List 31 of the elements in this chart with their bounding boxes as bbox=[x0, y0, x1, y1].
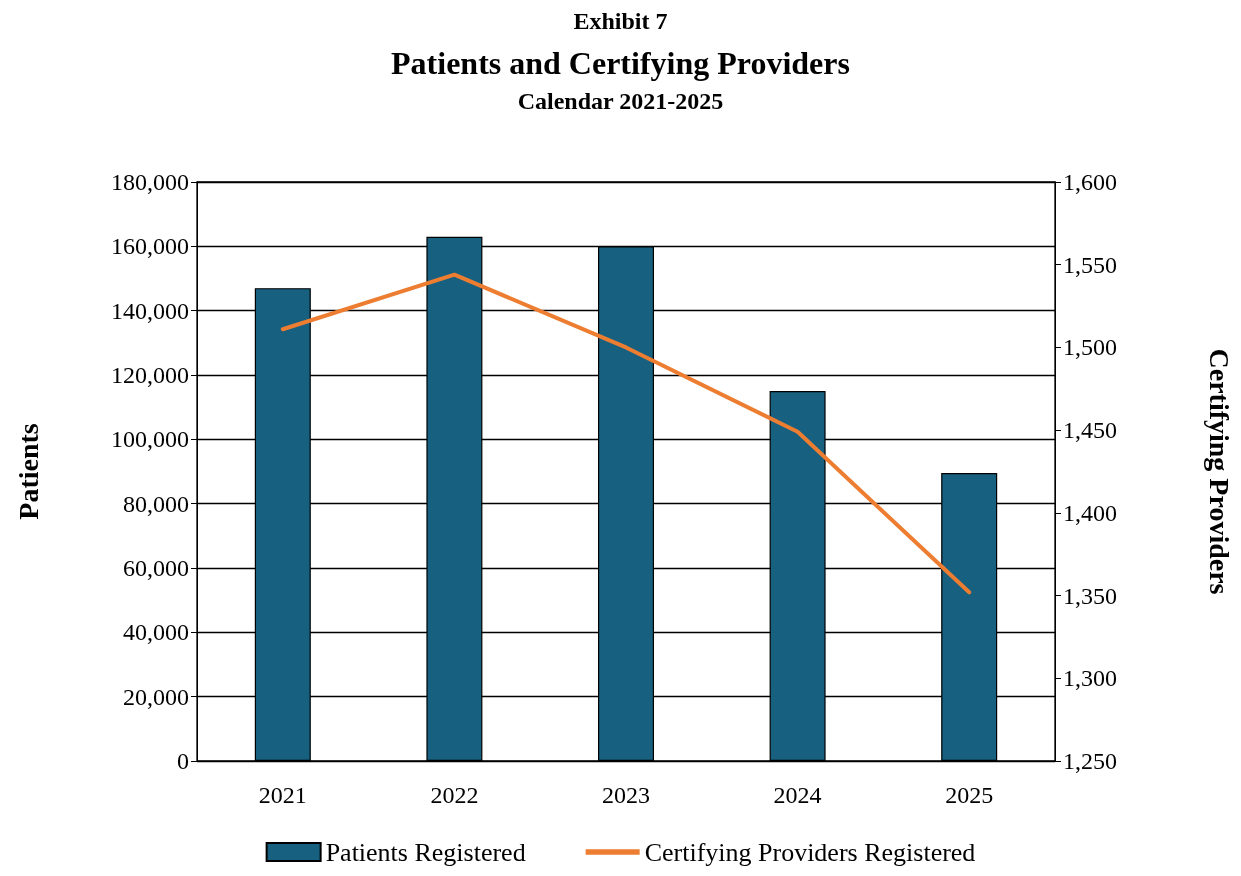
y2-tick-label: 1,300 bbox=[1063, 665, 1117, 692]
y-tick-label: 160,000 bbox=[111, 233, 189, 260]
y-tick-label: 80,000 bbox=[123, 490, 189, 517]
y-tick-label: 60,000 bbox=[123, 555, 189, 581]
y2-tick-label: 1,600 bbox=[1063, 169, 1117, 195]
chart-title: Patients and Certifying Providers bbox=[391, 45, 850, 81]
legend-label: Certifying Providers Registered bbox=[644, 837, 976, 867]
y-tick-label: 180,000 bbox=[111, 169, 189, 195]
text: Exhibit 7 bbox=[573, 8, 668, 34]
y-axis-title: Patients bbox=[12, 423, 44, 520]
y2-tick-label: 1,350 bbox=[1063, 582, 1117, 609]
x-tick-label: 2025 bbox=[945, 782, 994, 808]
x-tick-label: 2023 bbox=[602, 782, 650, 808]
y-tick-label: 100,000 bbox=[111, 426, 189, 453]
chart-subtitle: Calendar 2021-2025 bbox=[517, 88, 724, 114]
y-tick-label: 40,000 bbox=[123, 619, 189, 646]
y-tick-label: 140,000 bbox=[111, 297, 189, 324]
y2-tick-label: 1,550 bbox=[1063, 251, 1117, 278]
x-tick-label: 2022 bbox=[430, 782, 479, 808]
x-tick-label: 2024 bbox=[773, 782, 822, 808]
y-tick-label: 0 bbox=[177, 748, 189, 774]
y2-tick-label: 1,450 bbox=[1063, 417, 1117, 444]
y2-axis-title: Certifying Providers bbox=[1203, 348, 1235, 595]
y-tick-label: 20,000 bbox=[123, 683, 189, 710]
y2-tick-label: 1,400 bbox=[1063, 499, 1117, 526]
y2-tick-label: 1,250 bbox=[1063, 748, 1117, 774]
line-series bbox=[280, 272, 972, 595]
x-tick-label: 2021 bbox=[258, 782, 307, 808]
legend-label: Patients Registered bbox=[325, 837, 526, 867]
y2-tick-label: 1,500 bbox=[1063, 334, 1117, 361]
y-tick-label: 120,000 bbox=[111, 362, 189, 388]
